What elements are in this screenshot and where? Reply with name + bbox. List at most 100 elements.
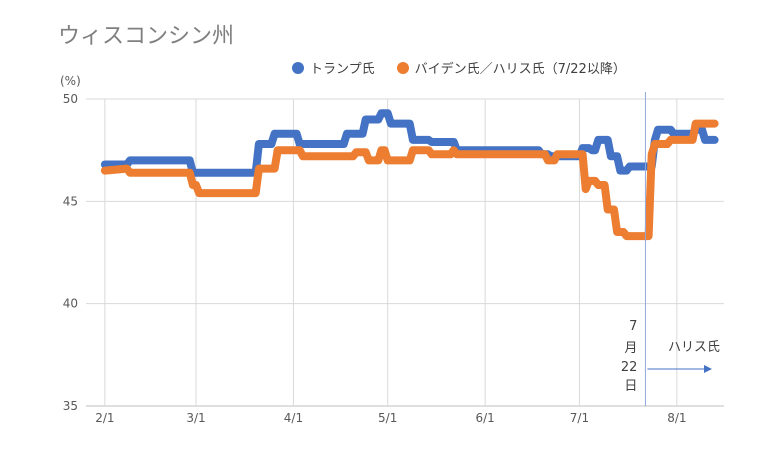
- data-point: [406, 120, 414, 128]
- data-point: [192, 181, 200, 189]
- data-point: [553, 150, 562, 158]
- y-tick-label: 50: [63, 92, 78, 106]
- legend-swatch-biden-harris: [396, 61, 409, 74]
- data-point: [126, 156, 134, 164]
- legend: トランプ氏 バイデン氏／ハリス氏（7/22以降）: [292, 58, 626, 77]
- data-point: [343, 130, 351, 138]
- data-point: [352, 148, 360, 156]
- data-point: [296, 140, 304, 148]
- data-point: [340, 140, 348, 148]
- data-point: [453, 150, 461, 158]
- data-point: [651, 140, 659, 148]
- data-point: [428, 138, 436, 146]
- data-point: [450, 138, 458, 146]
- data-point: [645, 232, 653, 240]
- annotation-text: 7: [629, 319, 637, 334]
- legend-swatch-trump: [292, 61, 304, 74]
- legend-label-trump: トランプ氏: [310, 62, 375, 77]
- data-point: [648, 150, 656, 158]
- data-point: [654, 126, 662, 134]
- data-point: [698, 126, 706, 134]
- annotation-arrow-label: ハリス氏: [668, 340, 720, 355]
- data-point: [362, 115, 370, 124]
- data-point: [384, 156, 392, 164]
- y-unit-label: (%): [60, 74, 81, 88]
- data-point: [428, 150, 436, 158]
- legend-item-biden-harris: バイデン氏／ハリス氏（7/22以降）: [396, 58, 626, 77]
- data-point: [689, 136, 697, 144]
- data-point: [544, 156, 552, 164]
- data-point: [701, 136, 709, 144]
- data-point: [374, 156, 382, 164]
- legend-label-biden-harris: バイデン氏／ハリス氏（7/22以降）: [414, 62, 626, 77]
- data-point: [670, 130, 678, 138]
- data-point: [594, 136, 602, 144]
- data-point: [387, 120, 395, 128]
- data-point: [711, 120, 719, 128]
- data-point: [585, 177, 593, 185]
- data-point: [126, 169, 134, 177]
- data-point: [613, 152, 621, 160]
- x-tick-label: 2/1: [95, 411, 114, 425]
- data-point: [550, 156, 558, 164]
- data-point: [579, 150, 587, 158]
- data-point: [377, 109, 385, 117]
- data-point: [604, 205, 612, 214]
- data-point: [252, 189, 260, 197]
- data-point: [299, 152, 307, 160]
- data-point: [409, 146, 417, 154]
- x-tick-label: 8/1: [667, 411, 686, 425]
- data-point: [359, 130, 367, 138]
- data-point: [186, 169, 194, 177]
- data-point: [101, 167, 109, 175]
- data-point: [616, 167, 624, 175]
- data-point: [186, 156, 194, 164]
- data-point: [607, 152, 615, 160]
- data-point: [409, 136, 417, 144]
- data-point: [541, 150, 549, 158]
- data-point: [711, 136, 719, 144]
- x-tick-label: 5/1: [378, 411, 397, 425]
- x-tick-label: 7/1: [570, 411, 589, 425]
- annotation-text: 月: [624, 341, 637, 356]
- data-point: [255, 140, 263, 148]
- data-point: [293, 130, 301, 138]
- data-point: [362, 148, 370, 156]
- data-point: [626, 162, 634, 171]
- x-tick-label: 4/1: [284, 411, 303, 425]
- data-point: [604, 136, 612, 144]
- x-tick-label: 6/1: [475, 411, 494, 425]
- y-tick-label: 45: [63, 194, 78, 208]
- y-tick-label: 40: [63, 297, 78, 311]
- y-tick-label: 35: [63, 399, 78, 413]
- data-point: [381, 146, 389, 154]
- data-point: [374, 115, 382, 124]
- data-point: [296, 146, 304, 154]
- data-point: [692, 120, 700, 128]
- data-point: [365, 156, 373, 164]
- annotation-text: 日: [624, 379, 637, 394]
- data-point: [601, 181, 609, 189]
- data-point: [274, 146, 282, 154]
- data-point: [579, 144, 587, 152]
- data-point: [267, 140, 275, 148]
- data-point: [255, 165, 263, 173]
- data-point: [195, 189, 203, 197]
- data-point: [610, 205, 618, 214]
- data-point: [101, 160, 109, 169]
- data-point: [623, 232, 631, 240]
- chart-title: ウィスコンシン州: [58, 24, 235, 49]
- data-point: [613, 228, 621, 236]
- annotation-text: 22: [621, 360, 638, 375]
- annotation-arrowhead: [704, 365, 712, 373]
- data-point: [406, 156, 414, 164]
- data-point: [667, 136, 675, 144]
- legend-item-trump: トランプ氏: [292, 58, 375, 77]
- data-point: [271, 130, 279, 138]
- data-point: [591, 146, 599, 154]
- data-point: [594, 181, 602, 189]
- data-point: [582, 185, 590, 193]
- data-point: [384, 109, 392, 117]
- x-tick-label: 3/1: [186, 411, 205, 425]
